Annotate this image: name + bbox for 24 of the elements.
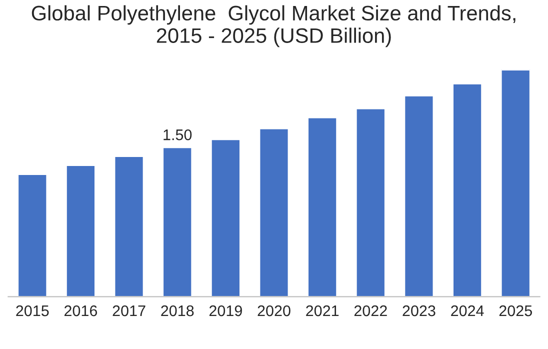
bar	[307, 116, 338, 297]
x-tick-label: 2023	[402, 305, 436, 316]
x-tick-label: 2015	[16, 305, 49, 316]
x-tick-label: 2019	[209, 305, 242, 316]
x-tick-label: 2020	[258, 305, 290, 316]
x-tick-label: 2025	[499, 305, 532, 316]
bar	[17, 174, 48, 297]
x-tick-label: 2018	[161, 305, 194, 316]
x-tick-label: 2017	[112, 305, 146, 316]
bar	[114, 156, 144, 297]
bar	[404, 94, 434, 297]
x-tick-label: 2021	[306, 305, 339, 316]
bar	[66, 164, 96, 297]
bar	[500, 70, 531, 297]
bar	[452, 83, 482, 297]
bar	[210, 138, 241, 297]
data-label: 1.50	[164, 129, 192, 140]
x-tick-label: 2016	[64, 305, 98, 316]
bar	[258, 128, 290, 297]
x-tick-label: 2024	[451, 305, 484, 316]
bar	[162, 146, 193, 297]
bar	[355, 108, 386, 297]
x-tick-label: 2022	[354, 305, 387, 316]
chart-title: Global Polyethylene Glycol Market Size and Trends, 2015 - 2025 (USD Billion)	[32, 5, 516, 48]
